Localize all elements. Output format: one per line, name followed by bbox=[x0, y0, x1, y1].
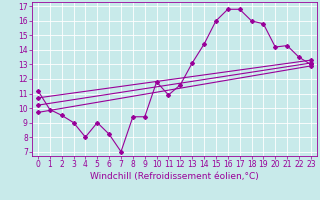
X-axis label: Windchill (Refroidissement éolien,°C): Windchill (Refroidissement éolien,°C) bbox=[90, 172, 259, 181]
